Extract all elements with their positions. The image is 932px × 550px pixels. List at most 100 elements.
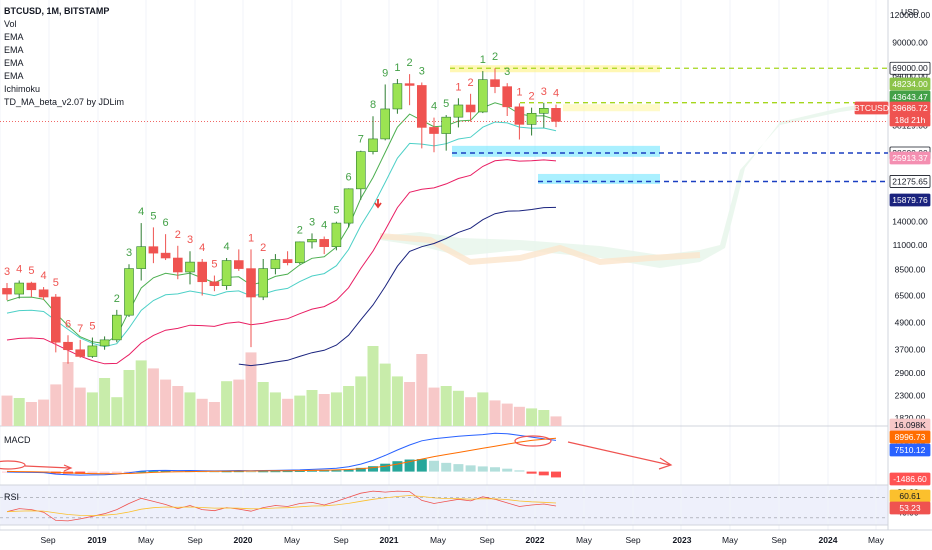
candle-body [14, 282, 24, 295]
macd-hist-bar [270, 471, 281, 473]
annotation-arrowhead-left [63, 464, 73, 472]
indicator-ema-2[interactable]: EMA [4, 45, 24, 55]
macd-hist-bar [307, 470, 317, 472]
macd-hist-bar [355, 467, 366, 472]
td-count-label: 5 [333, 205, 339, 217]
tag-43643: 43643.47 [892, 92, 928, 102]
tag-macd-line: 7510.12 [895, 445, 926, 455]
candle-body [416, 85, 427, 128]
tag-volume: 16.098K [894, 420, 926, 430]
tag-48234: 48234.00 [892, 79, 928, 89]
candle-body [270, 259, 281, 269]
volume-bar [245, 352, 257, 426]
td-count-label: 9 [382, 67, 388, 79]
macd-pane [2, 432, 561, 478]
td-count-label: 6 [65, 318, 71, 330]
volume-bar [62, 362, 74, 426]
candle-body [368, 138, 378, 152]
macd-hist-bar [233, 471, 244, 473]
time-axis[interactable]: Sep 2019 May Sep 2020 May Sep 2021 May Sep 2022 May… [40, 535, 884, 545]
tag-macd-signal-bg [889, 430, 931, 444]
tag-69000: 69000.00 [892, 63, 928, 73]
rsi-label[interactable]: RSI [4, 492, 20, 502]
candle-body [99, 339, 110, 347]
td-count-label: 3 [309, 216, 315, 228]
macd-hist-bar [477, 466, 488, 472]
tag-countdown: 18d 21h [895, 115, 926, 125]
tag-rsi-bg [889, 501, 931, 515]
td-count-label: 5 [89, 321, 95, 333]
indicator-ichimoku[interactable]: Ichimoku [4, 84, 41, 94]
volume-bar [452, 390, 464, 426]
td-count-label: 7 [77, 323, 83, 335]
td-count-label: 5 [150, 210, 156, 222]
volume-bar [526, 408, 538, 426]
candle-body [197, 261, 207, 283]
symbol-title[interactable]: BTCUSD, 1M, BITSTAMP [4, 6, 110, 16]
td-count-label: 4 [41, 270, 47, 282]
candle-body [502, 86, 513, 108]
tag-15879-bg [889, 193, 931, 207]
price-tick-label: 6500.00 [895, 291, 926, 301]
tag-countdown-bg [889, 113, 931, 127]
box-69000 [450, 65, 660, 73]
candle-body [38, 289, 49, 298]
time-tick-label: Sep [771, 535, 786, 545]
td-count-label: 6 [346, 171, 352, 183]
volume-bars [1, 346, 562, 426]
candle-body [490, 79, 500, 87]
indicator-vol[interactable]: Vol [4, 19, 17, 29]
td-count-label: 2 [468, 77, 474, 89]
volume-bar [74, 387, 86, 426]
macd-hist-bar [429, 460, 439, 472]
td-count-label: 4 [138, 206, 144, 218]
cloud-edge [379, 233, 701, 266]
ichimoku-cloud [379, 100, 888, 268]
volume-bar [221, 381, 233, 426]
td-count-label: 2 [529, 91, 535, 103]
indicator-td-ma[interactable]: TD_MA_beta_v2.07 by JDLim [4, 97, 125, 107]
td-count-label: 2 [407, 57, 413, 69]
indicator-ema-4[interactable]: EMA [4, 71, 24, 81]
macd-hist-bar [343, 469, 354, 472]
time-tick-label: May [138, 535, 155, 545]
time-tick-label: May [430, 535, 447, 545]
macd-hist-bar [246, 471, 256, 473]
volume-bar [391, 376, 403, 426]
box-46000 [563, 104, 660, 112]
macd-hist-bar [294, 470, 305, 472]
macd-label[interactable]: MACD [4, 435, 31, 445]
tag-last: 39686.72 [892, 103, 928, 113]
price-tick-label: 64000.00 [892, 71, 928, 81]
ema-red-line [6, 159, 557, 365]
volume-bar [330, 392, 342, 426]
macd-hist-bar [319, 470, 330, 472]
time-tick-label: May [722, 535, 739, 545]
volume-bar [269, 392, 281, 426]
macd-hist-bar [124, 471, 134, 473]
candle-body [404, 83, 415, 86]
candle-body [343, 188, 354, 224]
time-tick-label: Sep [40, 535, 55, 545]
time-tick-label: 2019 [88, 535, 107, 545]
macd-hist-bar [368, 466, 378, 472]
td-count-label: 1 [455, 81, 461, 93]
price-tick-label: 1820.00 [895, 413, 926, 423]
td-count-label: 4 [553, 88, 559, 100]
volume-bar [123, 370, 135, 426]
indicator-ema-1[interactable]: EMA [4, 32, 24, 42]
price-tick-label: 2300.00 [895, 391, 926, 401]
td-count-label: 1 [248, 232, 254, 244]
candle-body [173, 257, 183, 273]
td-count-label: 2 [260, 242, 266, 254]
annotation-ellipse-right [514, 435, 552, 447]
td-ma-line [6, 102, 557, 345]
macd-hist-bar [99, 471, 110, 474]
candle-body [331, 222, 342, 247]
price-tick-label: 2900.00 [895, 368, 926, 378]
macd-hist-bar [111, 471, 122, 474]
indicator-ema-3[interactable]: EMA [4, 58, 24, 68]
td-count-label: 3 [504, 66, 510, 78]
time-tick-label: Sep [333, 535, 348, 545]
